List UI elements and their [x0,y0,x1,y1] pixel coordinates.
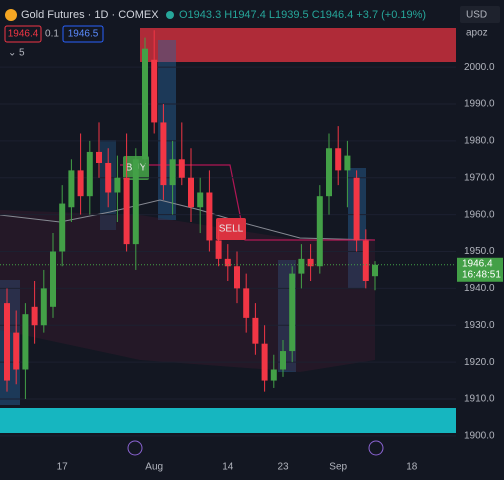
candle-body [362,240,369,281]
axes: 1900.0 1910.0 1920.0 1930.0 1940.0 1950.0 1960… [57,62,503,473]
candle-body [335,148,342,171]
candle-body [68,170,75,208]
candle-body [252,317,259,344]
x-tick-label: 17 [57,462,69,473]
x-tick-label: 18 [406,462,418,473]
candle-body [344,155,351,171]
candle-body [4,303,10,381]
candle-body [353,177,360,241]
candle-body [160,122,167,186]
x-tick-label: Sep [329,462,347,473]
y-tick-label: 1990.0 [464,99,495,110]
candle-body [114,177,121,193]
candle-body [197,192,204,208]
y-tick-label: 1950.0 [464,246,495,257]
ma-line [0,199,376,241]
candle-body [50,251,56,307]
y-tick-label: 2000.0 [464,62,495,73]
x-tick-label: Aug [145,462,163,473]
candle-body [280,351,286,370]
candle-body [234,266,240,289]
collapse-icon[interactable]: ⌄ [8,48,16,59]
candle-body [40,288,47,326]
plot [0,30,456,437]
y-tick-label: 1960.0 [464,209,495,220]
y-tick-label: 1900.0 [464,431,495,442]
candle-body [372,264,378,277]
candle-body [169,159,176,186]
candle-body [289,273,296,352]
candle-body [243,288,250,318]
currency-button[interactable] [460,6,500,23]
sell-badge [216,218,246,240]
candle-body [206,192,213,241]
ohlc-legend: O1943.3 H1947.4 L1939.5 C1946.4 +3.7 (+0… [179,9,426,21]
candle-body [31,306,38,326]
bid-box[interactable] [4,25,42,43]
candle-body [307,258,314,267]
candle-body [298,258,305,274]
y-tick-label: 1980.0 [464,136,495,147]
candle-body [22,314,29,370]
countdown: 16:48:51 [462,269,501,280]
candle-body [142,48,148,160]
candle-body [59,203,66,252]
event-icon[interactable] [368,440,384,456]
price-badge [457,257,503,282]
candle-body [316,196,323,267]
candle-body [224,258,231,267]
bid: 1946.4 [8,29,39,40]
candle-body [132,159,139,245]
step: 0.1 [45,29,59,40]
x-tick-label: 23 [277,462,289,473]
candle-body [270,369,277,381]
currency: USD [466,10,487,21]
price-label: 1946.4 [462,258,493,269]
y-tick-label: 1940.0 [464,283,495,294]
x-tick-label: 14 [222,462,234,473]
candle-body [261,343,268,381]
chart-title: Gold Futures · 1D · COMEX [21,9,159,21]
candle-body [178,159,185,178]
status-dot [166,11,174,19]
symbol-icon [5,9,17,21]
y-tick-label: 1970.0 [464,172,495,183]
candle-body [188,177,194,208]
candle-body [96,151,102,163]
candle-body [151,59,158,123]
ask: 1946.5 [68,29,99,40]
band [0,210,375,372]
zone-bottom [0,408,456,433]
candle-body [13,332,20,370]
time-axis [0,458,456,480]
candle-body [105,162,112,193]
candle-body [77,170,84,197]
zone-top [140,28,456,62]
y-tick-label: 1920.0 [464,357,495,368]
y-tick-label: 1910.0 [464,394,495,405]
y-tick-label: 1930.0 [464,320,495,331]
candle-body [86,151,93,197]
price-axis [456,0,504,480]
ask-box[interactable] [62,25,104,43]
event-icon[interactable] [127,440,143,456]
candle-body [326,148,332,197]
candle-body [123,177,130,245]
indicator-count: 5 [19,48,25,59]
sell-label: SELL [219,224,244,235]
candle-body [215,240,222,259]
scale-mode: apoz [466,28,488,39]
